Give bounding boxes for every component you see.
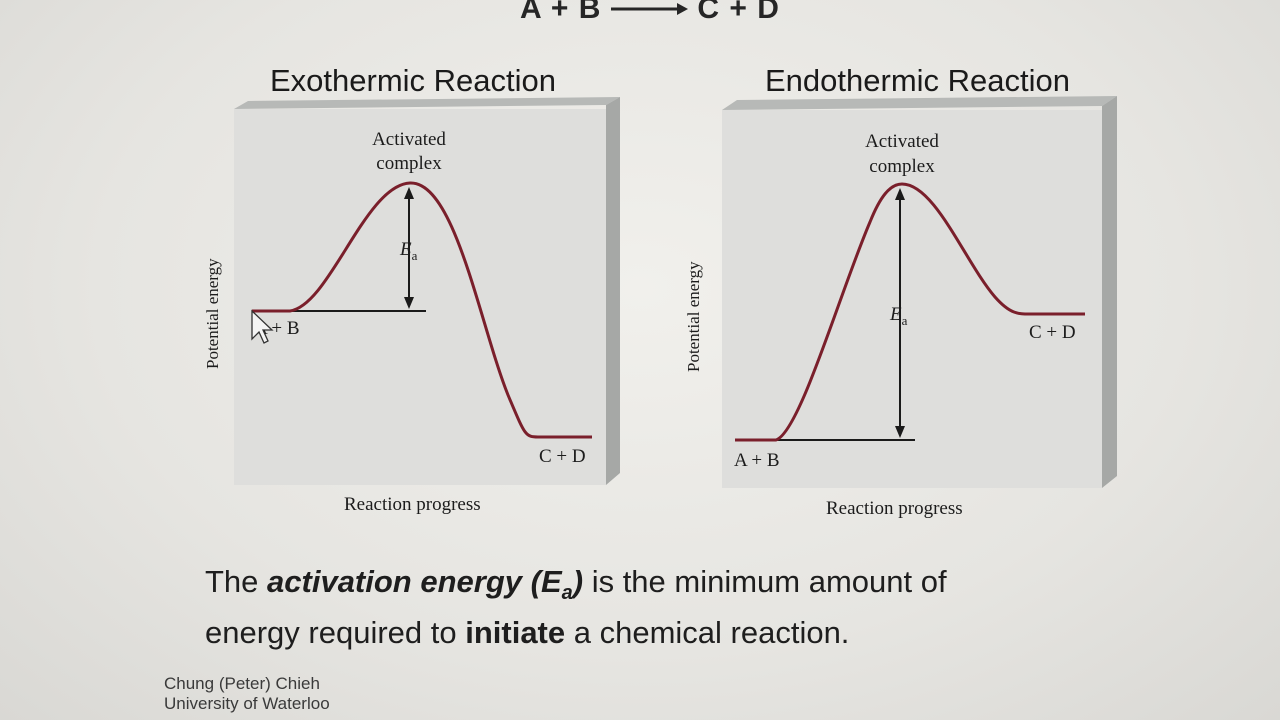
caption-text-2: is the minimum amount of (583, 564, 947, 599)
peak-label-line1: Activated (865, 131, 939, 152)
peak-label-line2: complex (869, 156, 935, 177)
mouse-cursor-icon (251, 309, 274, 344)
panel-front (722, 110, 1102, 488)
caption-bold-word: initiate (465, 615, 566, 651)
reactants-label: A + B (734, 450, 780, 471)
x-axis-label: Reaction progress (344, 494, 481, 515)
panel-top-edge (722, 96, 1117, 110)
right-arrow-icon (609, 0, 689, 24)
products-label: C + D (1029, 322, 1076, 343)
exothermic-title: Exothermic Reaction (270, 63, 557, 98)
author-credit: Chung (Peter) Chieh University of Waterl… (164, 674, 330, 714)
energy-curve (735, 182, 1085, 442)
y-axis-label: Potential energy (684, 261, 703, 372)
endothermic-diagram: Ea Activated complex A + B C + D Potenti… (684, 96, 1117, 519)
exothermic-diagram: Ea Activated complex A + B C + D Potenti… (203, 97, 620, 515)
equation-products: C + D (697, 0, 780, 25)
equation-reactants: A + B (520, 0, 602, 25)
ea-arrow-down-icon (404, 297, 414, 309)
caption-text: The (205, 564, 268, 599)
caption-line-2: energy required to initiate a chemical r… (205, 613, 1105, 653)
y-axis-label: Potential energy (203, 258, 222, 369)
caption-term-sub: a (561, 582, 573, 605)
ea-arrow-up-icon (895, 188, 905, 200)
caption-term-end: ) (572, 564, 584, 599)
caption-term: activation energy (E (267, 564, 562, 599)
panel-top-edge (234, 97, 620, 109)
peak-label-line1: Activated (372, 129, 446, 150)
ea-label: Ea (889, 304, 908, 328)
ea-arrow-up-icon (404, 187, 414, 199)
ea-label: Ea (399, 239, 418, 263)
energy-curve (252, 181, 592, 439)
panel-front (234, 109, 606, 485)
panel-side (606, 97, 620, 485)
x-axis-label: Reaction progress (826, 498, 963, 519)
ea-arrow-down-icon (895, 426, 905, 438)
definition-caption: The activation energy (Ea) is the minimu… (205, 562, 1105, 653)
reaction-equation: A + B C + D (520, 0, 780, 26)
author-name: Chung (Peter) Chieh (164, 674, 320, 693)
caption-text-4: a chemical reaction. (565, 615, 850, 651)
peak-label-line2: complex (376, 153, 442, 174)
endothermic-title: Endothermic Reaction (765, 63, 1070, 98)
author-affiliation: University of Waterloo (164, 694, 330, 713)
caption-text-3: energy required to (205, 615, 466, 651)
products-label: C + D (539, 446, 586, 467)
panel-side (1102, 96, 1117, 488)
caption-line-1: The activation energy (Ea) is the minimu… (205, 562, 1105, 613)
